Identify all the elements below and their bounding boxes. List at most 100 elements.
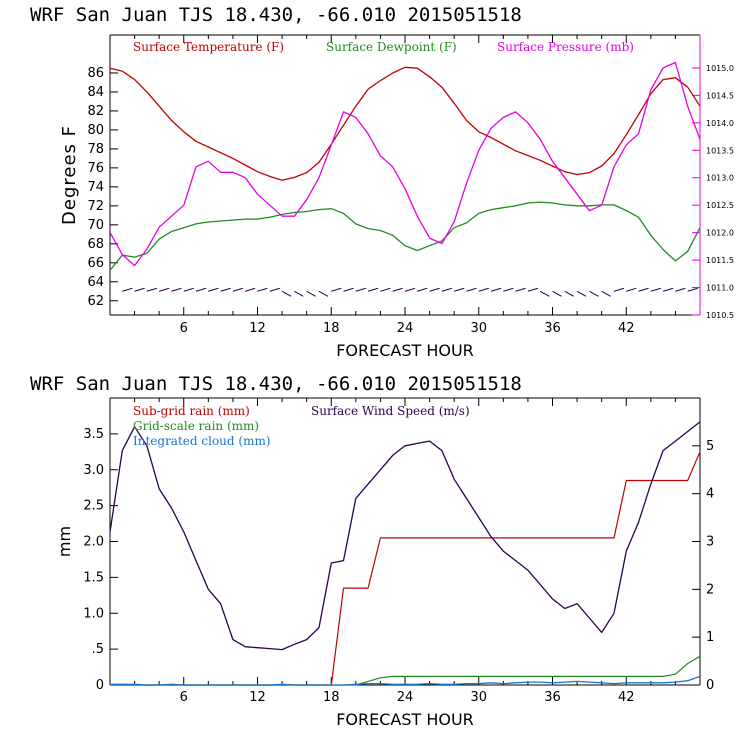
series-line	[109, 201, 701, 271]
y2-tick-label: 0	[706, 678, 714, 693]
x-tick-label: 36	[544, 321, 561, 336]
x-axis-label: FORECAST HOUR	[336, 710, 474, 729]
y2-tick-label: 1011.5	[706, 256, 734, 265]
wind-barb	[515, 287, 526, 292]
y-tick-label: 0	[96, 678, 104, 693]
y2-tick-label: 5	[706, 439, 714, 454]
x-tick-label: 18	[323, 321, 340, 336]
y-tick-label: 1.5	[83, 570, 104, 585]
legend-entry: Sub-grid rain (mm)	[133, 404, 250, 418]
x-tick-label: 30	[470, 690, 487, 705]
legend-entry: Grid-scale rain (mm)	[133, 419, 259, 433]
y2-tick-label: 1	[706, 630, 714, 645]
y-axis-label: mm	[55, 526, 74, 557]
x-tick-label: 42	[618, 321, 635, 336]
y-tick-label: 62	[87, 294, 104, 309]
y-tick-label: 3.0	[83, 463, 104, 478]
y-tick-label: 74	[87, 180, 104, 195]
wind-barb	[650, 287, 661, 292]
wind-barb	[281, 290, 292, 297]
y-tick-label: 70	[87, 218, 104, 233]
legend-entry: Surface Wind Speed (m/s)	[311, 404, 470, 418]
wind-barb	[195, 287, 207, 292]
y-tick-label: 82	[87, 104, 104, 119]
series-line	[110, 451, 701, 686]
wind-barb	[367, 287, 379, 292]
y-tick-label: 2.5	[83, 499, 104, 514]
x-tick-label: 12	[249, 690, 266, 705]
wind-barb	[539, 290, 550, 297]
series-line	[109, 421, 701, 651]
wind-barb	[171, 287, 182, 292]
x-tick-label: 24	[397, 321, 414, 336]
wind-barb	[675, 287, 686, 292]
wind-barb	[503, 287, 514, 292]
x-tick-label: 42	[618, 690, 635, 705]
wind-barb	[527, 287, 539, 292]
wind-barb	[589, 290, 599, 297]
series-line	[109, 66, 701, 181]
y2-tick-label: 1011.0	[706, 284, 734, 293]
wind-barb	[417, 287, 428, 292]
y-tick-label: 72	[87, 199, 104, 214]
y2-tick-label: 2	[706, 582, 714, 597]
x-tick-label: 36	[544, 690, 561, 705]
x-tick-label: 12	[249, 321, 266, 336]
wind-barb	[601, 290, 611, 297]
wind-barb	[318, 290, 329, 297]
y2-tick-label: 4	[706, 487, 714, 502]
wind-barb	[466, 287, 477, 292]
y2-tick-label: 1012.0	[706, 229, 734, 238]
series-line	[109, 61, 701, 267]
wind-barb	[294, 290, 304, 297]
x-tick-label: 6	[180, 321, 188, 336]
wind-barb	[343, 287, 354, 292]
wind-barb	[638, 287, 649, 292]
x-tick-label: 24	[397, 690, 414, 705]
y-tick-label: 78	[87, 142, 104, 157]
y-tick-label: 2.0	[83, 535, 104, 550]
wind-barb	[355, 287, 366, 292]
chart-panel-1: WRF San Juan TJS 18.430, -66.010 2015051…	[30, 4, 734, 360]
y-tick-label: 86	[87, 66, 104, 81]
wind-barb	[441, 287, 453, 292]
wind-barb	[134, 287, 145, 292]
y-tick-label: 80	[87, 123, 104, 138]
wind-barb	[552, 290, 562, 297]
wind-barb	[208, 287, 219, 292]
y2-tick-label: 1012.5	[706, 201, 734, 210]
y2-tick-label: 1010.5	[706, 311, 734, 320]
wind-barb	[564, 290, 575, 297]
x-tick-label: 18	[323, 690, 340, 705]
chart-title: WRF San Juan TJS 18.430, -66.010 2015051…	[30, 4, 522, 26]
y-axis-label: Degrees F	[59, 125, 80, 225]
wind-barb	[613, 287, 625, 292]
wind-barb	[331, 287, 342, 292]
y2-tick-label: 1014.5	[706, 91, 734, 100]
wind-barb	[626, 287, 637, 292]
y-tick-label: 68	[87, 237, 104, 252]
y-tick-label: .5	[92, 642, 104, 657]
wind-barb	[687, 287, 698, 292]
y-tick-label: 3.5	[83, 427, 104, 442]
y-tick-label: 76	[87, 161, 104, 176]
wind-barb	[429, 287, 440, 292]
wind-barb	[662, 287, 674, 292]
y-tick-label: 84	[87, 85, 104, 100]
wind-barb	[380, 287, 391, 292]
legend-entry: Surface Dewpoint (F)	[326, 40, 457, 54]
wind-barb	[245, 287, 256, 292]
wind-barb	[490, 287, 502, 292]
chart-panel-2: WRF San Juan TJS 18.430, -66.010 2015051…	[30, 373, 714, 729]
y2-tick-label: 1014.0	[706, 119, 734, 128]
wind-barb	[392, 287, 403, 292]
legend-entry: Surface Temperature (F)	[133, 40, 284, 54]
wind-barb	[306, 290, 316, 297]
wind-barb	[478, 287, 489, 292]
y-tick-label: 66	[87, 256, 104, 271]
wind-barb	[269, 287, 280, 292]
wind-barb	[146, 287, 158, 292]
x-tick-label: 30	[470, 321, 487, 336]
y-tick-label: 64	[87, 275, 104, 290]
